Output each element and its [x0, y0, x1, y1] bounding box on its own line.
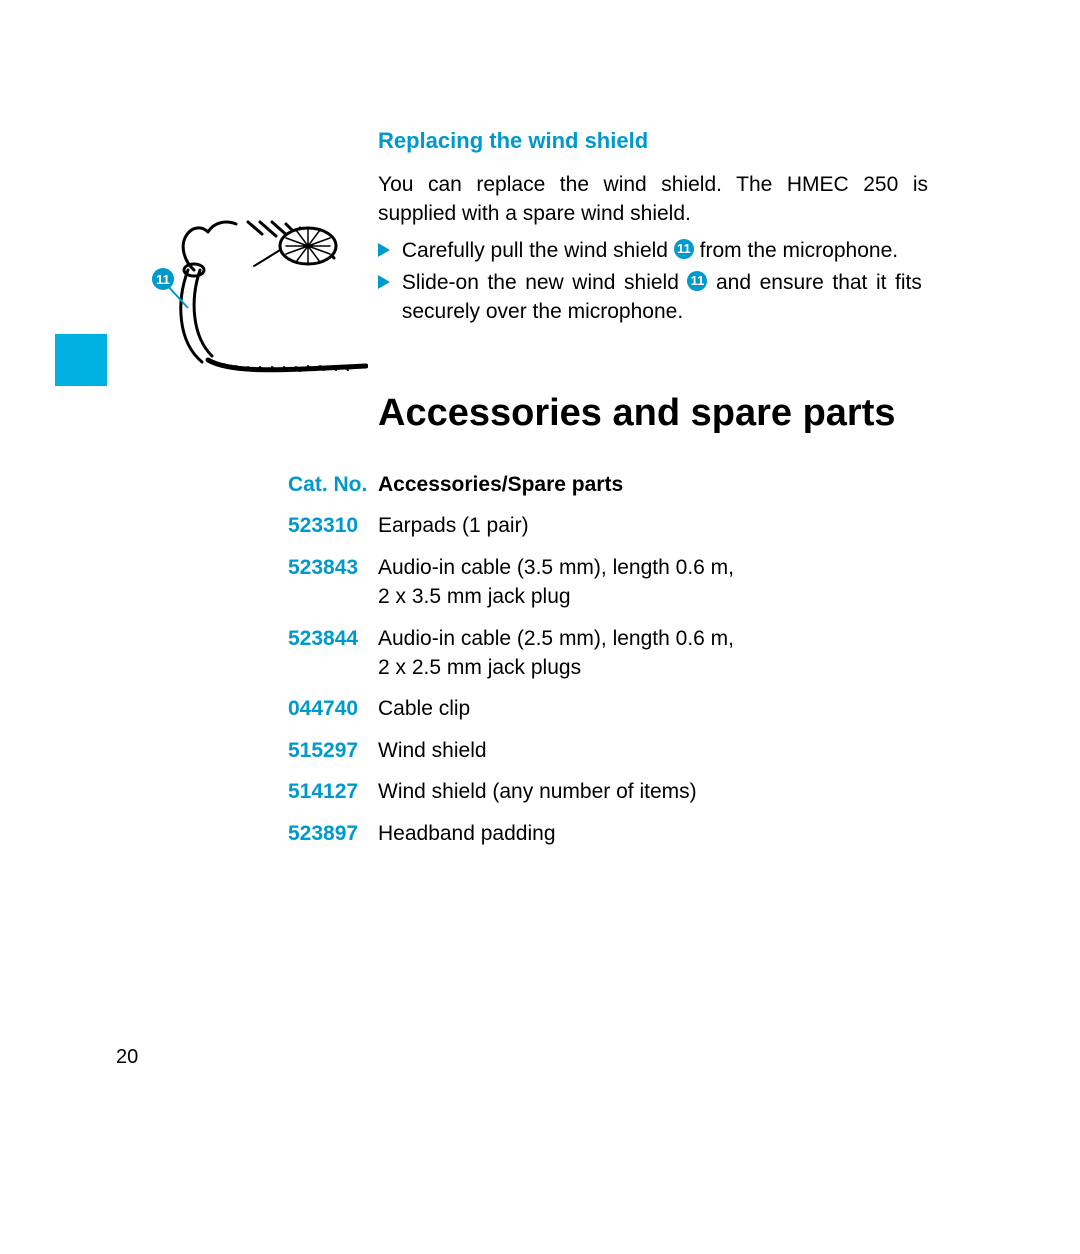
table-row: 514127 Wind shield (any number of items) [288, 777, 928, 806]
table-row: 523897 Headband padding [288, 819, 928, 848]
table-row: 523843 Audio-in cable (3.5 mm), length 0… [288, 553, 928, 612]
cat-number: 523844 [288, 624, 378, 653]
section-tab [55, 334, 107, 386]
cat-number: 044740 [288, 694, 378, 723]
subheading: Replacing the wind shield [378, 128, 648, 154]
part-description: Earpads (1 pair) [378, 511, 928, 540]
step-text-pre: Carefully pull the wind shield [402, 239, 674, 262]
headset-illustration [136, 216, 368, 376]
cat-number: 523310 [288, 511, 378, 540]
instruction-step: Carefully pull the wind shield 11 from t… [378, 236, 928, 265]
table-header-row: Cat. No. Accessories/Spare parts [288, 470, 928, 499]
step-text-post: from the microphone. [694, 239, 898, 262]
callout-ref-icon: 11 [687, 271, 707, 291]
table-header-desc: Accessories/Spare parts [378, 470, 928, 499]
instruction-step: Slide-on the new wind shield 11 and ensu… [378, 268, 928, 327]
table-header-catno: Cat. No. [288, 470, 378, 499]
step-text: Carefully pull the wind shield 11 from t… [402, 236, 922, 265]
cat-number: 514127 [288, 777, 378, 806]
intro-paragraph: You can replace the wind shield. The HME… [378, 170, 928, 229]
callout-ref-icon: 11 [674, 239, 694, 259]
part-description: Audio-in cable (2.5 mm), length 0.6 m,2 … [378, 624, 928, 683]
part-description: Audio-in cable (3.5 mm), length 0.6 m,2 … [378, 553, 928, 612]
table-row: 523310 Earpads (1 pair) [288, 511, 928, 540]
part-description: Cable clip [378, 694, 928, 723]
table-row: 515297 Wind shield [288, 736, 928, 765]
section-heading: Accessories and spare parts [378, 392, 896, 435]
table-row: 044740 Cable clip [288, 694, 928, 723]
part-description: Wind shield (any number of items) [378, 777, 928, 806]
step-text-pre: Slide-on the new wind shield [402, 271, 688, 294]
bullet-arrow-icon [378, 268, 396, 297]
callout-marker-icon: 11 [152, 268, 174, 290]
spare-parts-table: Cat. No. Accessories/Spare parts 523310 … [288, 470, 928, 860]
step-text: Slide-on the new wind shield 11 and ensu… [402, 268, 922, 327]
page-number: 20 [116, 1046, 138, 1069]
part-description: Wind shield [378, 736, 928, 765]
manual-page: Replacing the wind shield You can replac… [0, 0, 1080, 1254]
cat-number: 523897 [288, 819, 378, 848]
cat-number: 523843 [288, 553, 378, 582]
part-description: Headband padding [378, 819, 928, 848]
cat-number: 515297 [288, 736, 378, 765]
bullet-arrow-icon [378, 236, 396, 265]
table-row: 523844 Audio-in cable (2.5 mm), length 0… [288, 624, 928, 683]
